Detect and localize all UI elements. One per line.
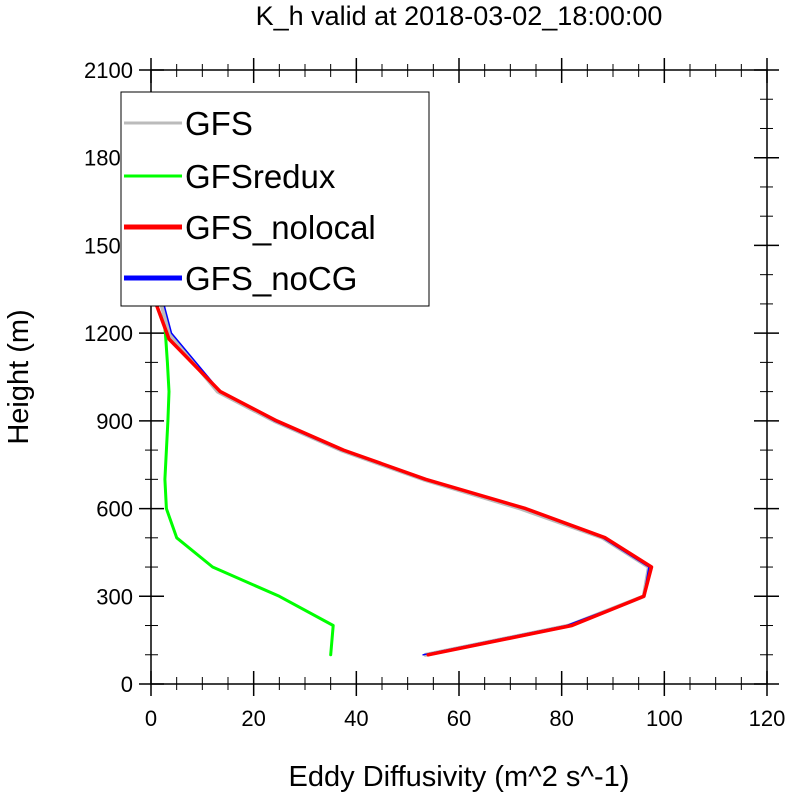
minor-ticks	[145, 64, 773, 690]
chart-title: K_h valid at 2018-03-02_18:00:00	[256, 1, 663, 31]
x-tick-label: 120	[749, 706, 786, 731]
y-tick-label: 1200	[84, 321, 133, 346]
legend-label-gfs: GFS	[185, 105, 253, 142]
x-tick-label: 40	[344, 706, 368, 731]
tick-labels: 0 20 40 60 80 100 1200300600900120015001800210…	[84, 58, 785, 731]
y-tick-label: 900	[96, 409, 133, 434]
legend-label-gfs-nolocal: GFS_nolocal	[185, 209, 376, 246]
plot-frame	[150, 69, 768, 685]
x-tick-label: 100	[646, 706, 683, 731]
x-tick-label: 80	[549, 706, 573, 731]
y-axis-title: Height (m)	[3, 309, 35, 444]
legend-label-gfs-nocg: GFS_noCG	[185, 260, 357, 297]
y-tick-label: 600	[96, 497, 133, 522]
x-tick-label: 0	[145, 706, 157, 731]
y-tick-label: 2100	[84, 58, 133, 83]
x-tick-label: 60	[447, 706, 471, 731]
x-axis-title: Eddy Diffusivity (m^2 s^-1)	[289, 761, 630, 793]
y-tick-label: 300	[96, 584, 133, 609]
legend-label-gfsredux: GFSredux	[185, 158, 336, 195]
legend-box	[120, 91, 430, 307]
x-tick-label: 20	[241, 706, 265, 731]
legend: GFS GFSredux GFS_nolocal GFS_noCG	[120, 91, 430, 307]
y-tick-label: 0	[121, 672, 133, 697]
